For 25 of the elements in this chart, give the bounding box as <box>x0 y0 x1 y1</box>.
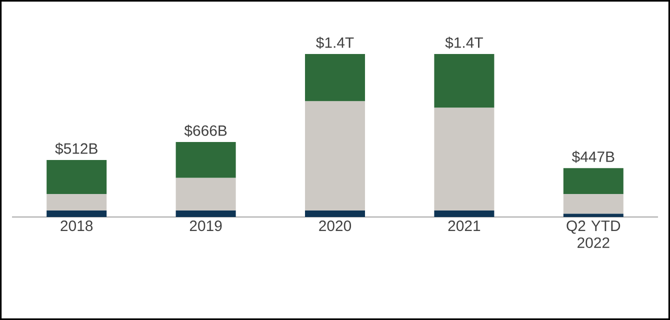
x-tick-label: 2021 <box>448 220 480 232</box>
annotation: $666B <box>184 124 227 137</box>
bar <box>46 194 107 210</box>
bar <box>46 160 107 194</box>
bar <box>434 210 494 217</box>
bar <box>434 54 494 108</box>
bar <box>176 210 236 217</box>
bar <box>563 194 624 214</box>
bar <box>305 210 366 217</box>
annotation: $1.4T <box>445 36 483 49</box>
annotation: $447B <box>572 150 614 163</box>
x-tick-label: Q2 YTD 2022 <box>566 220 620 248</box>
bar <box>434 108 494 210</box>
bar <box>305 101 366 210</box>
bar <box>563 214 624 217</box>
annotation: $512B <box>55 142 98 155</box>
bar <box>46 210 107 217</box>
bar <box>176 142 236 178</box>
bar <box>305 54 366 102</box>
bar <box>563 168 624 194</box>
annotation: $1.4T <box>316 36 354 49</box>
x-tick-label: 2020 <box>319 220 352 232</box>
x-tick-label: 2019 <box>190 220 222 232</box>
bar <box>176 178 236 210</box>
x-tick-label: 2018 <box>60 220 93 232</box>
